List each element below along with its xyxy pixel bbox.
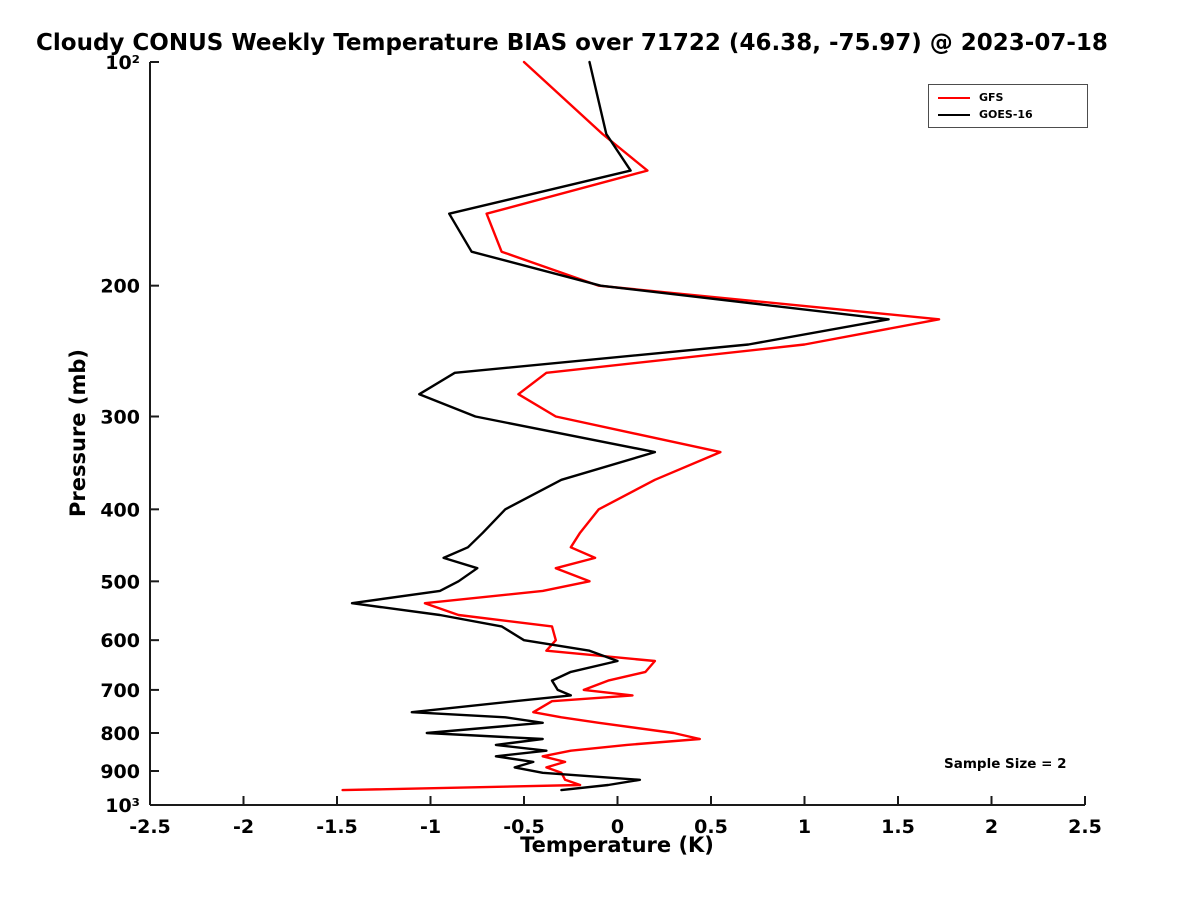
legend-label-gfs: GFS: [979, 91, 1004, 104]
x-tick-label: 1: [798, 816, 811, 838]
legend: GFS GOES-16: [928, 84, 1088, 128]
x-tick-label: 0: [611, 816, 624, 838]
y-tick-label: 600: [100, 630, 140, 652]
x-tick-label: 2.5: [1068, 816, 1102, 838]
y-tick-label: 200: [100, 276, 140, 298]
chart-title: Cloudy CONUS Weekly Temperature BIAS ove…: [36, 30, 1108, 56]
goes-16-line: [350, 60, 890, 792]
legend-entry-goes16[interactable]: GOES-16: [938, 109, 1078, 120]
legend-label-goes16: GOES-16: [979, 108, 1033, 121]
x-tick-label: -2: [233, 816, 254, 838]
y-tick-label: 900: [100, 761, 140, 783]
x-tick-label: -1: [420, 816, 441, 838]
gfs-line: [341, 60, 941, 792]
y-tick-label: 500: [100, 571, 140, 593]
legend-line-goes16: [938, 113, 970, 116]
y-tick-label: 10²: [105, 52, 140, 74]
y-tick-label: 800: [100, 723, 140, 745]
y-axis-label: Pressure (mb): [66, 349, 90, 517]
sample-size-annotation: Sample Size = 2: [944, 756, 1067, 772]
x-tick-label: -1.5: [316, 816, 358, 838]
y-tick-label: 300: [100, 407, 140, 429]
x-tick-label: 0.5: [694, 816, 728, 838]
legend-entry-gfs[interactable]: GFS: [938, 92, 1078, 103]
x-tick-label: -0.5: [503, 816, 545, 838]
legend-line-gfs: [938, 96, 970, 99]
x-tick-label: 1.5: [881, 816, 915, 838]
x-axis-label: Temperature (K): [520, 833, 714, 857]
x-tick-label: 2: [985, 816, 998, 838]
x-tick-label: -2.5: [129, 816, 171, 838]
y-tick-label: 700: [100, 680, 140, 702]
y-tick-label: 10³: [105, 795, 140, 817]
y-tick-label: 400: [100, 499, 140, 521]
